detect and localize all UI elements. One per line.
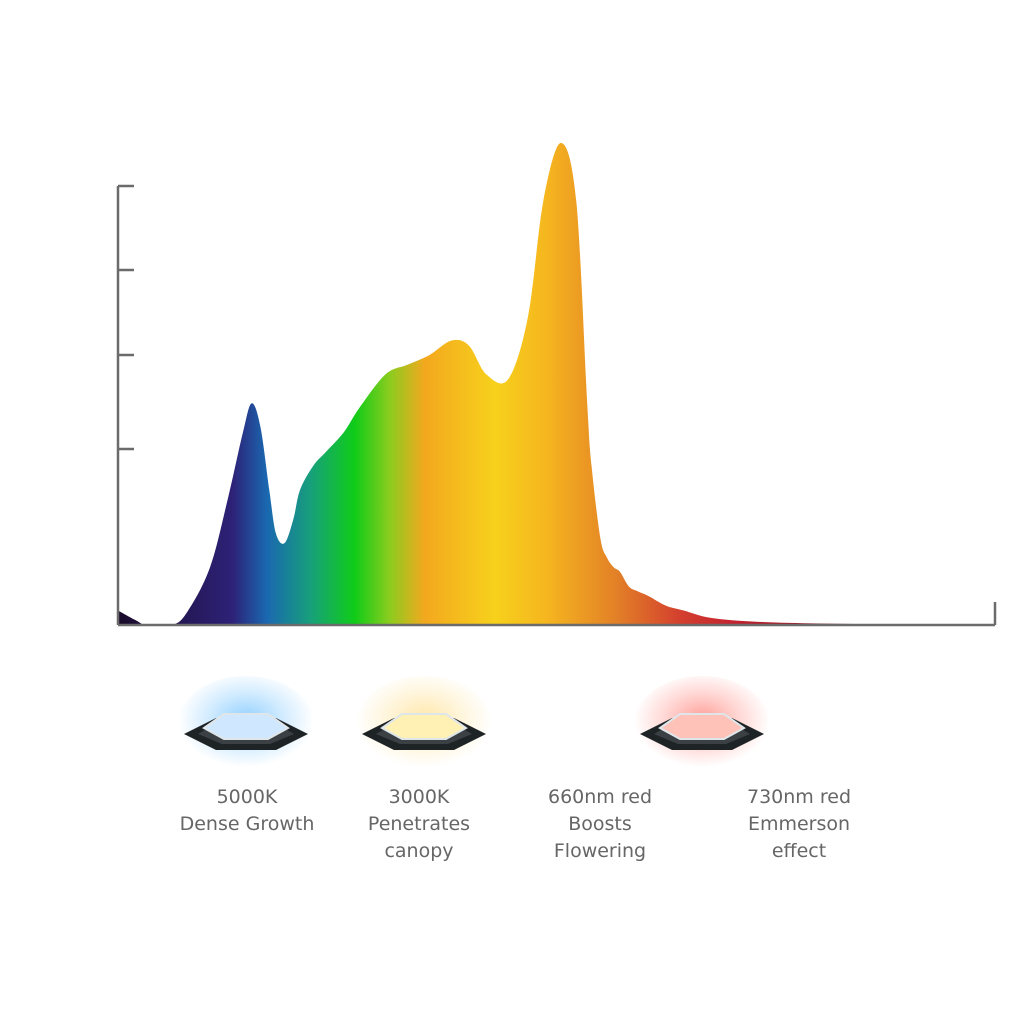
led-phosphor xyxy=(380,713,468,740)
caption-line: Dense Growth xyxy=(179,813,315,835)
chart-axes xyxy=(116,184,997,627)
caption-line: 5000K xyxy=(216,786,278,808)
led-5000k-icon xyxy=(178,676,314,772)
caption-line: Boosts xyxy=(568,813,632,835)
led-730nm-icon xyxy=(634,676,770,772)
caption-660nm: 660nm red Boosts Flowering xyxy=(515,784,685,865)
caption-line: Penetrates xyxy=(367,813,471,835)
caption-line: Emmerson xyxy=(747,813,851,835)
caption-line: 730nm red xyxy=(747,786,851,808)
led-phosphor xyxy=(658,713,746,740)
caption-5000k: 5000K Dense Growth xyxy=(162,784,332,838)
led-3000k-icon xyxy=(356,676,492,772)
caption-line: effect xyxy=(771,840,827,862)
led-phosphor xyxy=(202,713,290,740)
caption-line: Flowering xyxy=(553,840,647,862)
caption-line: 3000K xyxy=(388,786,450,808)
caption-line: canopy xyxy=(384,840,454,862)
caption-3000k: 3000K Penetrates canopy xyxy=(334,784,504,865)
caption-line: 660nm red xyxy=(548,786,652,808)
spectrum-chart xyxy=(116,143,997,627)
caption-730nm: 730nm red Emmerson effect xyxy=(714,784,884,865)
spectrum-area xyxy=(118,143,995,625)
